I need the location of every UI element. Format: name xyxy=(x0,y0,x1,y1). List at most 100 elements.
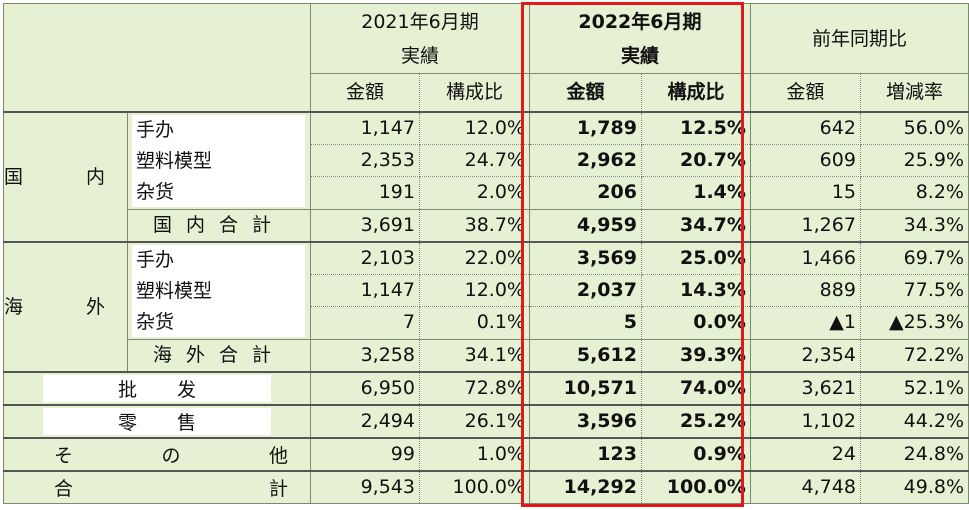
overseas-items: 手办 塑料模型 杂货 xyxy=(127,240,311,340)
cell: 34.1% xyxy=(418,338,530,372)
domestic-subtotal-label: 国内合計 xyxy=(127,208,311,242)
cell: 44.2% xyxy=(859,403,969,438)
cell: 1,147 xyxy=(310,273,420,308)
cell: 100.0% xyxy=(640,469,751,504)
cell: 14,292 xyxy=(528,469,642,504)
header-2021-period: 2021年6月期 実績 xyxy=(310,3,530,74)
cell: 5 xyxy=(528,306,642,340)
cell: 3,621 xyxy=(749,370,861,405)
cell: 1,267 xyxy=(749,208,861,242)
retail-row: 零售 2,494 26.1% 3,596 25.2% 1,102 44.2% xyxy=(3,403,969,438)
table-row: 1,147 12.0% 2,037 14.3% 889 77.5% xyxy=(4,273,969,308)
cell: 0.1% xyxy=(418,306,530,340)
cell: 24.8% xyxy=(859,436,969,471)
domestic-label: 国 内 xyxy=(2,110,129,242)
cell: 1,102 xyxy=(749,403,861,438)
header-yoy: 前年同期比 xyxy=(749,3,969,74)
cell: 8.2% xyxy=(859,176,969,210)
cell: ▲25.3% xyxy=(859,306,969,340)
cell: 3,258 xyxy=(310,338,420,372)
cell: 123 xyxy=(528,436,642,471)
other-label-part-1: そ xyxy=(54,444,74,467)
cell: 69.7% xyxy=(859,240,969,275)
retail-label-cell: 零售 xyxy=(3,403,311,438)
header-2022-period: 2022年6月期 実績 xyxy=(528,3,751,74)
cell: 1,147 xyxy=(310,110,420,145)
cell: 12.0% xyxy=(418,110,530,145)
cell: 34.3% xyxy=(859,208,969,242)
wholesale-label: 批发 xyxy=(43,374,271,402)
cell: 2.0% xyxy=(418,176,530,210)
overseas-subtotal-label: 海外合計 xyxy=(127,338,311,372)
table-row: 7 0.1% 5 0.0% ▲1 ▲25.3% xyxy=(4,306,969,340)
cell: 3,691 xyxy=(310,208,420,242)
total-label-part-2: 計 xyxy=(268,477,288,500)
table-row: 191 2.0% 206 1.4% 15 8.2% xyxy=(4,176,969,210)
domestic-item-3: 杂货 xyxy=(136,180,175,203)
cell: 609 xyxy=(749,143,861,178)
col-ratio-2022: 構成比 xyxy=(640,73,751,112)
total-label-part-1: 合 xyxy=(54,477,74,500)
cell: 206 xyxy=(528,176,642,210)
cell: 1,466 xyxy=(749,240,861,275)
table-row: 海 外 手办 塑料模型 杂货 2,103 22.0% 3,569 25.0% 1… xyxy=(2,240,969,372)
cell: 24 xyxy=(749,436,861,471)
header-2021-line1: 2021年6月期 xyxy=(361,10,479,33)
cell: 6,950 xyxy=(310,370,420,405)
other-label-part-2: の xyxy=(161,444,181,467)
cell: 72.2% xyxy=(859,338,969,372)
cell: 12.5% xyxy=(640,110,751,145)
overseas-item-3: 杂货 xyxy=(136,310,175,333)
cell: 3,596 xyxy=(528,403,642,438)
col-yoy-amount: 金額 xyxy=(749,73,861,112)
cell: 25.2% xyxy=(640,403,751,438)
col-ratio-2021: 構成比 xyxy=(418,73,530,112)
col-amount-2022: 金額 xyxy=(528,73,642,112)
cell: 15 xyxy=(749,176,861,210)
cell: 14.3% xyxy=(640,273,751,308)
cell: 2,354 xyxy=(749,338,861,372)
header-blank-cell xyxy=(3,3,311,112)
cell: 889 xyxy=(749,273,861,308)
cell: 56.0% xyxy=(859,110,969,145)
cell: 100.0% xyxy=(418,469,530,504)
cell: 77.5% xyxy=(859,273,969,308)
total-row: 合 計 9,543 100.0% 14,292 100.0% 4,748 49.… xyxy=(3,469,969,504)
cell: 2,037 xyxy=(528,273,642,308)
cell: 72.8% xyxy=(418,370,530,405)
cell: 2,103 xyxy=(310,240,420,275)
sales-breakdown-table: 2021年6月期 実績 2022年6月期 実績 前年同期比 金額 構成比 金額 … xyxy=(2,3,969,504)
domestic-item-2: 塑料模型 xyxy=(136,149,213,172)
domestic-item-1: 手办 xyxy=(136,118,175,141)
cell: 22.0% xyxy=(418,240,530,275)
cell: 1,789 xyxy=(528,110,642,145)
header-2022-line1: 2022年6月期 xyxy=(578,10,702,33)
cell: 2,962 xyxy=(528,143,642,178)
cell: 99 xyxy=(310,436,420,471)
cell: 1.0% xyxy=(418,436,530,471)
cell: 2,353 xyxy=(310,143,420,178)
retail-label: 零售 xyxy=(43,407,271,435)
overseas-subtotal-row: 海外合計 3,258 34.1% 5,612 39.3% 2,354 72.2% xyxy=(4,338,969,372)
table-row: 2,353 24.7% 2,962 20.7% 609 25.9% xyxy=(4,143,969,178)
cell: 3,569 xyxy=(528,240,642,275)
other-row: そ の 他 99 1.0% 123 0.9% 24 24.8% xyxy=(3,436,969,471)
overseas-label: 海 外 xyxy=(2,240,129,372)
overseas-item-2: 塑料模型 xyxy=(136,279,213,302)
overseas-item-1: 手办 xyxy=(136,248,175,271)
col-yoy-rate: 増減率 xyxy=(859,73,969,112)
other-label-cell: そ の 他 xyxy=(3,436,311,471)
cell: 5,612 xyxy=(528,338,642,372)
cell: 34.7% xyxy=(640,208,751,242)
domestic-items: 手办 塑料模型 杂货 xyxy=(127,110,311,210)
cell: 12.0% xyxy=(418,273,530,308)
wholesale-label-cell: 批发 xyxy=(3,370,311,405)
cell: 26.1% xyxy=(418,403,530,438)
cell: 24.7% xyxy=(418,143,530,178)
total-label-cell: 合 計 xyxy=(3,469,311,504)
cell: 642 xyxy=(749,110,861,145)
header-2021-line2: 実績 xyxy=(400,44,439,67)
cell: 191 xyxy=(310,176,420,210)
cell: 49.8% xyxy=(859,469,969,504)
